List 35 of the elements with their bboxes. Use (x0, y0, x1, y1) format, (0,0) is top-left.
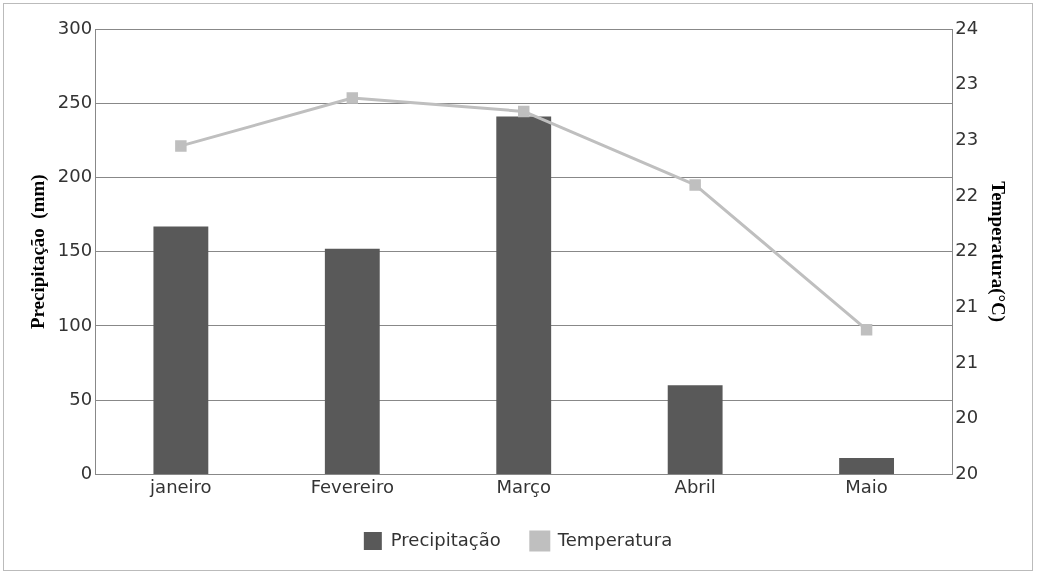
point (175, 140, 187, 152)
legend-label: Temperatura (556, 528, 673, 550)
y2-tick-label: 23 (955, 72, 979, 94)
bar (324, 248, 380, 474)
bar (667, 385, 723, 474)
y-tick-label: 150 (57, 239, 93, 261)
y2-axis-title: Temperatura(°C) (986, 181, 1009, 323)
x-tick-label: Abril (674, 475, 716, 497)
y2-tick-label: 20 (955, 462, 979, 484)
y2-tick-label: 22 (955, 183, 979, 205)
legend-label: Precipitação (390, 528, 501, 550)
bar (839, 458, 895, 474)
y2-tick-label: 21 (955, 295, 979, 317)
point (689, 179, 701, 191)
y2-tick-label: 24 (955, 16, 979, 38)
y2-tick-label: 23 (955, 128, 979, 150)
point (517, 105, 530, 118)
point (860, 323, 873, 336)
y-tick-label: 250 (57, 90, 93, 112)
bar (496, 116, 552, 474)
point (346, 92, 359, 104)
x-tick-label: Março (496, 475, 551, 497)
bar (153, 226, 209, 474)
y2-tick-label: 20 (955, 406, 979, 428)
y-axis-title: Precipitação (mm) (27, 174, 50, 330)
x-tick-label: janeiro (149, 475, 212, 497)
y2-tick-label: 22 (955, 239, 979, 261)
y-tick-label: 200 (57, 165, 93, 187)
y-tick-label: 100 (57, 313, 93, 335)
y-tick-label: 50 (69, 387, 93, 409)
x-tick-label: Maio (845, 475, 888, 497)
y2-tick-label: 21 (955, 350, 979, 372)
y-tick-label: 0 (80, 462, 93, 484)
y-tick-label: 300 (57, 16, 93, 38)
x-tick-label: Fevereiro (310, 475, 394, 497)
